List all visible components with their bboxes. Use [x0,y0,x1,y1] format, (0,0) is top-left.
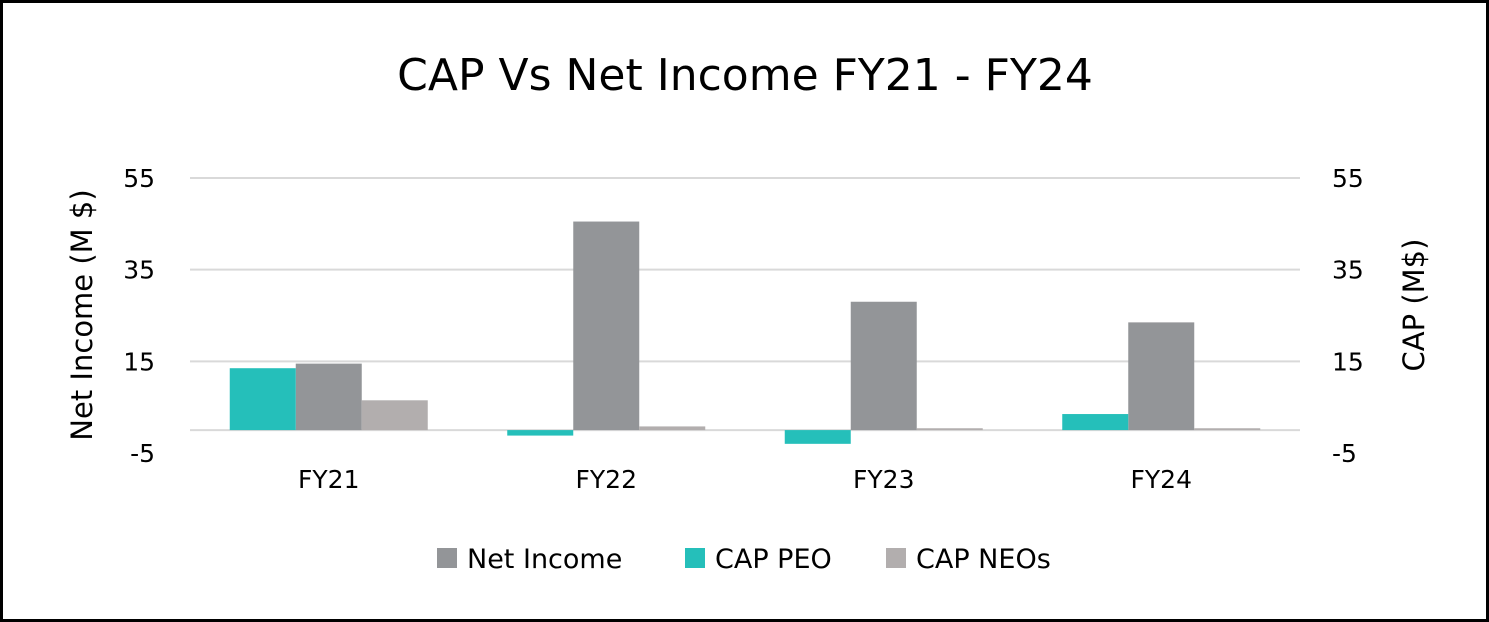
gridlines [190,177,1300,432]
y-tick-label-left: -5 [130,439,155,468]
y-axis-title-right: CAP (M$) [1397,239,1431,372]
y-tick-label-right: 35 [1332,256,1364,285]
x-tick-label: FY22 [576,465,637,494]
y-axis-title-left: Net Income (M $) [65,189,99,440]
legend-label: CAP PEO [715,544,832,575]
legend-swatch [437,548,457,568]
chart-title: CAP Vs Net Income FY21 - FY24 [397,50,1093,101]
legend-label: Net Income [467,544,622,575]
bar-cap-peo [1062,414,1129,431]
bar-cap-peo [229,368,296,431]
legend-swatch [685,548,705,568]
bars [229,221,1261,444]
bar-net-income [850,301,917,431]
bar-net-income [573,221,640,431]
y-tick-label-left: 55 [123,164,155,193]
y-tick-label-right: -5 [1332,439,1357,468]
x-tick-label: FY21 [298,465,359,494]
bar-net-income [295,363,362,431]
bar-cap-neos [639,426,706,431]
bar-cap-peo [507,430,574,436]
bar-net-income [1128,322,1195,431]
legend-swatch [886,548,906,568]
bar-cap-neos [916,428,983,431]
tick-labels: -5 15 35 55 -5 15 35 55 FY21 FY22 FY23 FY24 [123,164,1364,494]
y-tick-label-right: 55 [1332,164,1364,193]
legend: Net Income CAP PEO CAP NEOs [437,544,1051,575]
legend-label: CAP NEOs [916,544,1051,575]
bar-cap-peo [784,430,851,444]
x-tick-label: FY23 [853,465,914,494]
y-tick-label-right: 15 [1332,347,1364,376]
bar-cap-neos [1194,428,1261,431]
x-tick-label: FY24 [1131,465,1192,494]
y-tick-label-left: 15 [123,347,155,376]
y-tick-label-left: 35 [123,256,155,285]
bar-cap-neos [361,400,428,431]
